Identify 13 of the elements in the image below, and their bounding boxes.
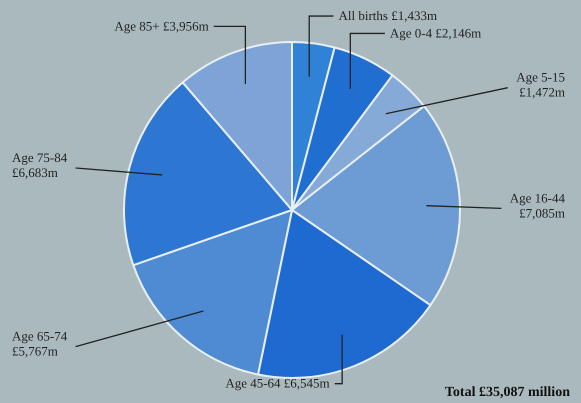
slice-label: Age 16-44 bbox=[510, 190, 566, 206]
slice-label: Age 75-84 bbox=[12, 150, 68, 165]
text: Total £35,087 million bbox=[444, 385, 570, 400]
slice-label: Age 0-4 £2,146m bbox=[390, 25, 482, 40]
data-label: £6,683m bbox=[12, 164, 58, 180]
slice-label: Age 5-15 bbox=[516, 70, 565, 85]
data-label: £1,472m bbox=[519, 84, 565, 100]
data-label: £5,767m bbox=[12, 344, 58, 359]
slice-label: Age 45-64 £6,545m bbox=[225, 376, 330, 391]
slice-label: All births £1,433m bbox=[338, 8, 438, 24]
data-label: £7,085m bbox=[519, 205, 565, 220]
slice-label: Age 85+ £3,956m bbox=[114, 18, 209, 34]
slice-label: Age 65-74 bbox=[12, 328, 68, 344]
